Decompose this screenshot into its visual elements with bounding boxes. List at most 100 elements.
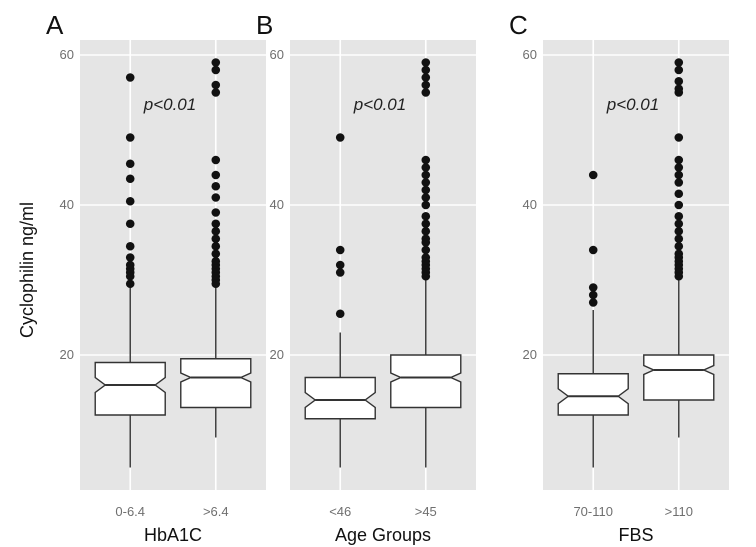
outlier-point: [421, 88, 431, 97]
outlier-point: [674, 155, 684, 165]
outlier-point: [211, 208, 221, 217]
outlier-point: [335, 260, 345, 270]
outlier-point: [588, 283, 598, 292]
y-axis-label: Cyclophilin ng/ml: [17, 202, 37, 338]
outlier-point: [674, 133, 684, 142]
outlier-point: [211, 241, 221, 251]
outlier-point: [421, 80, 431, 90]
box: [304, 376, 376, 420]
outlier-point: [211, 193, 221, 202]
y-tick-label: 40: [523, 197, 537, 212]
y-tick-label: 20: [60, 347, 74, 362]
outlier-point: [211, 181, 221, 191]
outlier-point: [674, 241, 684, 251]
box: [94, 361, 166, 416]
outlier-point: [674, 271, 684, 281]
outlier-point: [125, 253, 135, 262]
outlier-point: [421, 200, 431, 210]
box-group: [180, 58, 252, 438]
p-value-annotation: p<0.01: [143, 95, 196, 114]
outlier-point: [335, 309, 345, 319]
outlier-point: [335, 268, 345, 277]
outlier-point: [421, 211, 431, 221]
outlier-point: [674, 234, 684, 244]
outlier-point: [588, 290, 598, 300]
p-value-annotation: p<0.01: [606, 95, 659, 114]
box: [390, 354, 462, 409]
outlier-point: [421, 178, 431, 187]
outlier-point: [211, 155, 221, 165]
y-tick-label: 60: [523, 47, 537, 62]
y-tick-label: 40: [60, 197, 74, 212]
box-group: [643, 58, 715, 438]
outlier-point: [421, 271, 431, 281]
outlier-point: [125, 219, 135, 229]
outlier-point: [674, 88, 684, 97]
panel-letter: B: [256, 10, 273, 40]
outlier-point: [421, 226, 431, 236]
outlier-point: [125, 133, 135, 142]
outlier-point: [588, 245, 598, 255]
box-group: [390, 58, 462, 468]
outlier-point: [421, 58, 431, 67]
outlier-point: [211, 249, 221, 259]
outlier-point: [335, 245, 345, 255]
outlier-point: [421, 245, 431, 255]
x-axis-label: Age Groups: [335, 525, 431, 545]
outlier-point: [125, 159, 135, 169]
outlier-point: [211, 80, 221, 90]
outlier-point: [211, 170, 221, 180]
box: [643, 354, 715, 401]
y-tick-label: 40: [270, 197, 284, 212]
outlier-point: [674, 76, 684, 86]
box-group: [304, 133, 376, 468]
outlier-point: [421, 170, 431, 180]
outlier-point: [211, 219, 221, 229]
outlier-point: [674, 189, 684, 199]
y-tick-label: 60: [60, 47, 74, 62]
outlier-point: [674, 219, 684, 229]
p-value-annotation: p<0.01: [353, 95, 406, 114]
panel-c: 20 40 60 Cp<0.01 70-110 >110 FBS: [509, 10, 729, 545]
outlier-point: [674, 211, 684, 221]
outlier-point: [421, 155, 431, 165]
x-tick-label: >6.4: [203, 504, 229, 519]
outlier-point: [674, 65, 684, 75]
outlier-point: [421, 238, 431, 247]
outlier-point: [674, 163, 684, 172]
outlier-point: [125, 196, 135, 206]
outlier-point: [125, 271, 135, 281]
x-tick-label: 70-110: [573, 504, 613, 519]
y-tick-label: 20: [270, 347, 284, 362]
y-tick-label: 60: [270, 47, 284, 62]
x-tick-label: 0-6.4: [115, 504, 145, 519]
outlier-point: [674, 178, 684, 187]
outlier-point: [125, 174, 135, 184]
outlier-point: [588, 298, 598, 307]
x-tick-label: >45: [415, 504, 437, 519]
outlier-point: [421, 163, 431, 172]
x-tick-label: >110: [665, 504, 693, 519]
outlier-point: [211, 88, 221, 97]
outlier-point: [421, 65, 431, 75]
box: [557, 373, 629, 416]
outlier-point: [125, 73, 135, 82]
x-tick-label: <46: [329, 504, 351, 519]
outlier-point: [674, 58, 684, 67]
outlier-point: [125, 279, 135, 289]
outlier-point: [674, 170, 684, 180]
panel-letter: C: [509, 10, 528, 40]
outlier-point: [421, 73, 431, 82]
outlier-point: [421, 219, 431, 229]
y-tick-label: 20: [523, 347, 537, 362]
outlier-point: [211, 58, 221, 67]
box-group: [94, 73, 166, 468]
panel-letter: A: [46, 10, 64, 40]
outlier-point: [588, 170, 598, 180]
box-group: [557, 170, 629, 468]
outlier-point: [335, 133, 345, 142]
outlier-point: [125, 241, 135, 251]
